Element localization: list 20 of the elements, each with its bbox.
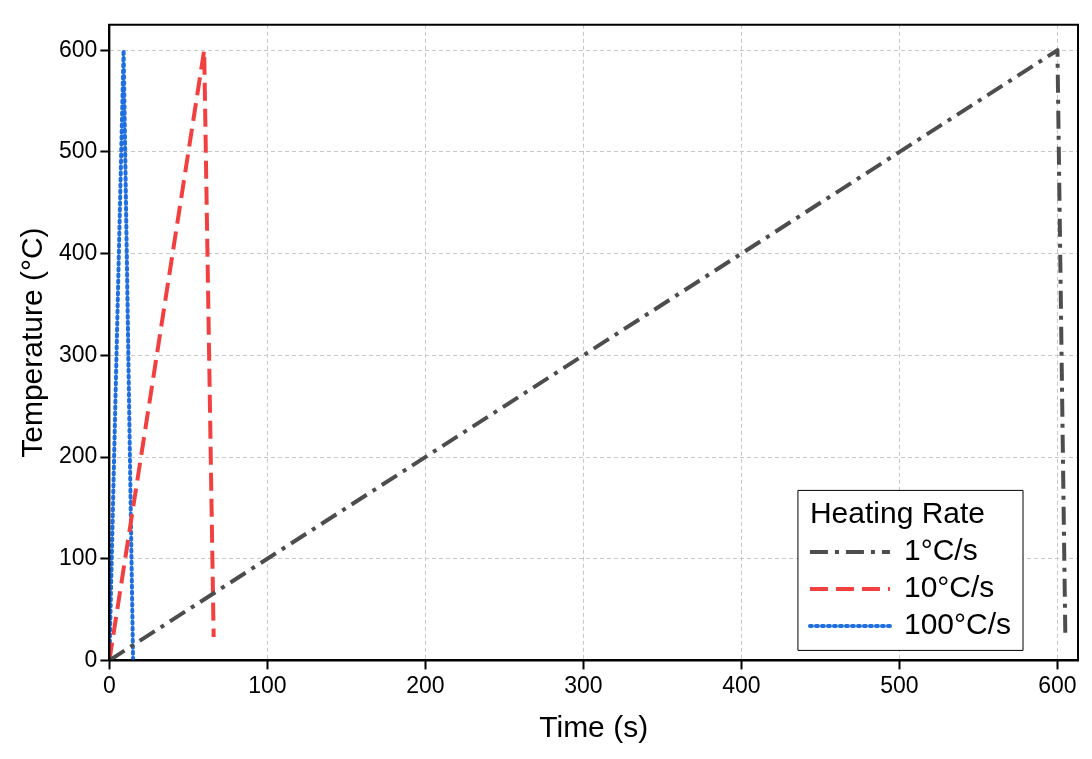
y-tick-label: 600: [59, 35, 98, 62]
x-tick-label: 500: [880, 671, 919, 698]
legend-label: 10°C/s: [903, 570, 995, 604]
x-tick-label: 0: [102, 671, 116, 698]
y-tick-label: 200: [59, 442, 98, 469]
legend-title: Heating Rate: [809, 496, 986, 530]
x-axis-title: Time (s): [539, 710, 649, 744]
y-tick-label: 500: [59, 137, 98, 164]
x-tick-label: 300: [564, 671, 603, 698]
x-tick-label: 600: [1038, 671, 1077, 698]
y-tick-label: 400: [59, 238, 98, 265]
y-tick-label: 300: [59, 340, 98, 367]
y-tick-label: 0: [84, 645, 98, 672]
x-tick-label: 200: [406, 671, 445, 698]
legend-label: 1°C/s: [903, 533, 978, 567]
x-tick-label: 100: [248, 671, 287, 698]
y-tick-label: 100: [59, 544, 98, 571]
x-tick-label: 400: [722, 671, 761, 698]
legend-label: 100°C/s: [903, 607, 1012, 641]
y-axis-title: Temperature (°C): [15, 227, 49, 458]
